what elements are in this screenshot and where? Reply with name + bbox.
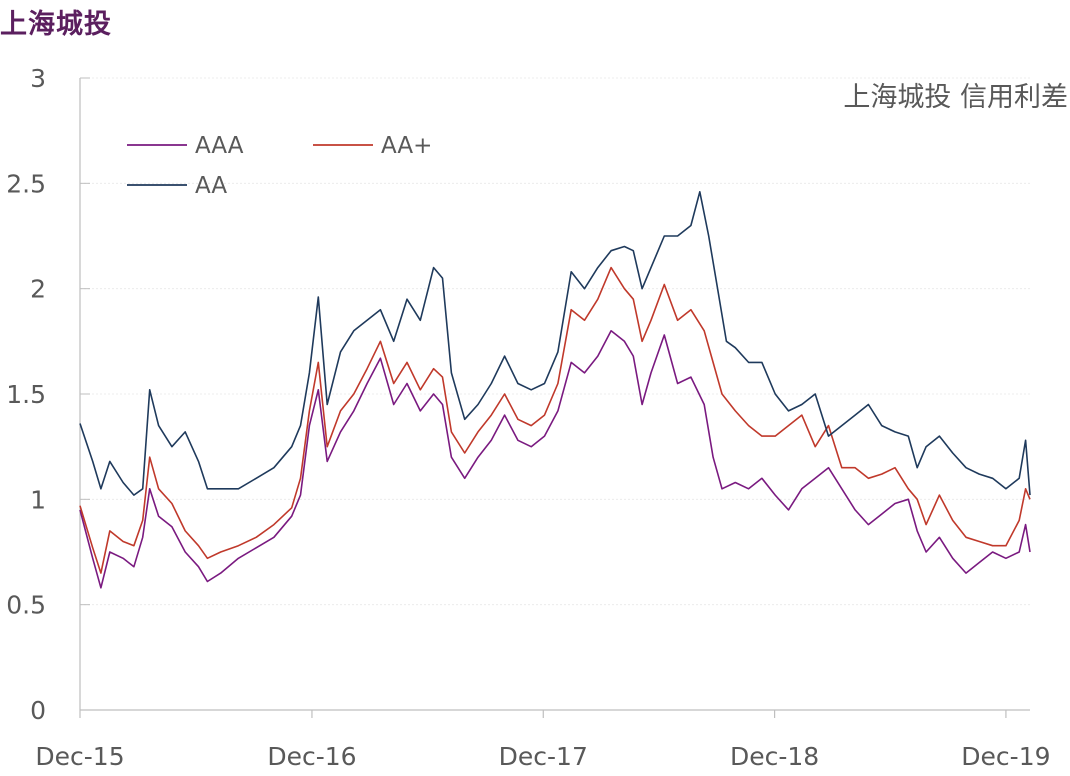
x-tick-label: Dec-18	[730, 742, 819, 771]
page-title: 上海城投	[0, 9, 112, 40]
y-tick-label: 1.5	[6, 380, 46, 409]
legend-label: AA	[195, 173, 227, 199]
series-lines	[79, 191, 1031, 589]
legend: AAA AA+ AA	[127, 133, 432, 199]
axes: 0 0.5 1 1.5 2 2.5 3 Dec-15 Dec-16 Dec-17 Dec-18 Dec…	[6, 64, 1050, 771]
x-tick-label: Dec-19	[961, 742, 1050, 771]
series-line-aa-plus	[79, 266, 1031, 574]
series-line-aaa	[79, 329, 1031, 589]
y-tick-label: 0.5	[6, 591, 46, 620]
series-line-aa	[79, 191, 1031, 496]
y-tick-label: 2	[30, 275, 46, 304]
chart-title: 上海城投 信用利差	[843, 82, 1068, 113]
legend-label: AA+	[381, 133, 432, 159]
legend-label: AAA	[195, 133, 244, 159]
x-tick-label: Dec-17	[499, 742, 588, 771]
y-tick-label: 0	[30, 696, 46, 725]
x-tick-label: Dec-15	[35, 742, 124, 771]
y-tick-label: 1	[30, 485, 46, 514]
x-tick-label: Dec-16	[267, 742, 356, 771]
y-tick-label: 2.5	[6, 169, 46, 198]
y-tick-label: 3	[30, 64, 46, 93]
